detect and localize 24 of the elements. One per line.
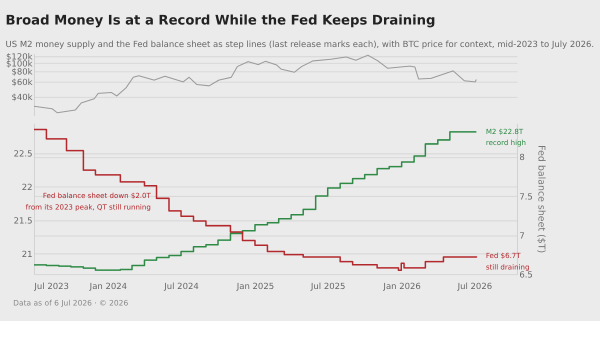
- y-tick-label: 22.5: [14, 150, 33, 160]
- y-tick-label: 22: [22, 182, 33, 193]
- chart-title: Broad Money Is at a Record While the Fed Keeps Draining: [6, 13, 436, 28]
- x-tick-label: Jul 2025: [310, 282, 346, 292]
- chart-subtitle: US M2 money supply and the Fed balance sheet as step lines (last release marks each), with BTC price for context, mid-2023 to July 2026.: [6, 40, 594, 50]
- y2-tick-label: 7: [519, 231, 525, 242]
- y-tick-label: $60k: [11, 78, 33, 88]
- y-tick-label: 21: [22, 250, 33, 260]
- x-tick-label: Jul 2024: [163, 282, 199, 292]
- y-tick-label: $100k: [6, 59, 33, 70]
- y2-axis-title: Fed balance sheet ($T): [536, 145, 547, 254]
- x-tick-label: Jan 2026: [382, 282, 421, 292]
- y2-tick-label: 8: [519, 153, 525, 164]
- x-tick-label: Jul 2023: [33, 282, 69, 292]
- line-series: [34, 54, 477, 114]
- text: Data as of 6 Jul 2026 · © 2026: [13, 298, 128, 308]
- y-tick-label: $80k: [11, 68, 33, 78]
- y2-tick-label: 6.5: [519, 270, 533, 280]
- y-tick-label: $40k: [11, 93, 33, 104]
- x-tick-label: Jan 2024: [88, 282, 128, 292]
- x-tick-label: Jul 2026: [456, 282, 492, 292]
- y2-tick-label: 7.5: [519, 192, 533, 202]
- x-tick-label: Jan 2025: [236, 282, 274, 292]
- y-tick-label: 21.5: [14, 216, 33, 226]
